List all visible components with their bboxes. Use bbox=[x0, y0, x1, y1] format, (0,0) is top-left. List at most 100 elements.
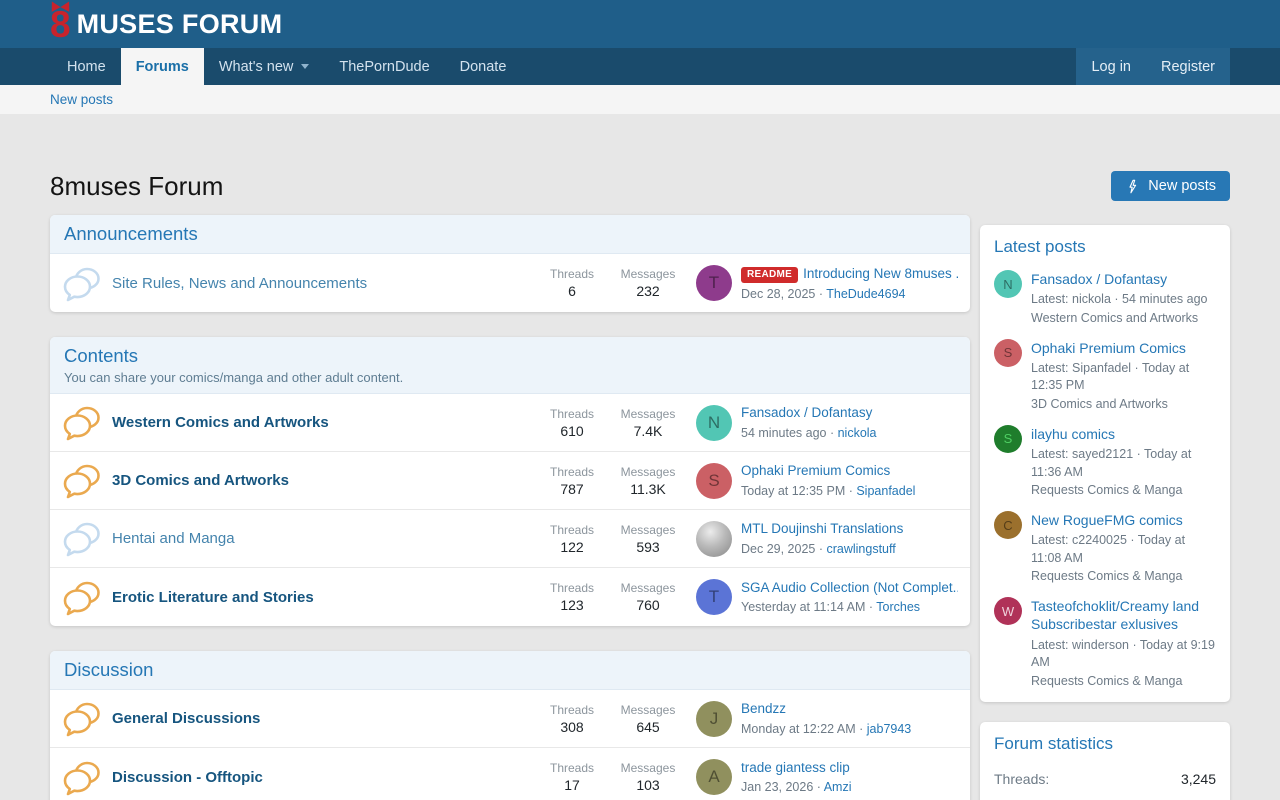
nav-item-label: ThePornDude bbox=[339, 58, 430, 75]
forum-bubbles-icon bbox=[62, 700, 102, 737]
avatar[interactable]: A bbox=[696, 759, 732, 795]
category-rows: Site Rules, News and Announcements Threa… bbox=[50, 254, 970, 312]
threads-stat: Threads 123 bbox=[536, 581, 608, 613]
main-nav: Home Forums What's new ThePornDude Donate bbox=[52, 48, 521, 85]
forum-row[interactable]: 3D Comics and Artworks Threads 787 Messa… bbox=[50, 452, 970, 510]
forum-link[interactable]: General Discussions bbox=[112, 710, 261, 727]
threads-label: Threads bbox=[549, 522, 595, 537]
category-header: Contents You can share your comics/manga… bbox=[50, 337, 970, 394]
subnav-new-posts-link[interactable]: New posts bbox=[50, 92, 114, 107]
messages-count: 593 bbox=[636, 538, 660, 555]
latest-post-forum[interactable]: Requests Comics & Manga bbox=[1031, 569, 1183, 584]
threads-stat: Threads 787 bbox=[536, 465, 608, 497]
messages-stat: Messages 760 bbox=[612, 581, 684, 613]
avatar[interactable]: S bbox=[994, 424, 1022, 453]
latest-post-item[interactable]: S ilayhu comics Latest: sayed2121 · Toda… bbox=[994, 424, 1216, 498]
avatar[interactable]: N bbox=[994, 270, 1022, 298]
forum-link[interactable]: Discussion - Offtopic bbox=[112, 768, 263, 786]
category-title[interactable]: Discussion bbox=[64, 659, 154, 680]
latest-post-forum[interactable]: Western Comics and Artworks bbox=[1031, 310, 1199, 325]
threads-count: 6 bbox=[568, 283, 576, 299]
latest-post-item[interactable]: C New RogueFMG comics Latest: c2240025 ·… bbox=[994, 511, 1216, 583]
latest-post-title-link[interactable]: ilayhu comics bbox=[1031, 425, 1116, 442]
nav-item[interactable]: Forums bbox=[120, 48, 204, 85]
latest-thread-link[interactable]: trade giantess clip bbox=[741, 759, 850, 775]
avatar[interactable]: S bbox=[696, 462, 732, 499]
nav-item[interactable]: What's new bbox=[204, 48, 325, 85]
latest-post-item[interactable]: W Tasteofchoklit/Creamy land Subscribest… bbox=[994, 597, 1216, 688]
latest-post-title-link[interactable]: New RogueFMG comics bbox=[1031, 512, 1183, 529]
forum-link[interactable]: Hentai and Manga bbox=[112, 530, 235, 547]
latest-post-item[interactable]: S Ophaki Premium Comics Latest: Sipanfad… bbox=[994, 338, 1216, 411]
auth-link[interactable]: Register bbox=[1146, 48, 1230, 85]
avatar[interactable]: T bbox=[696, 265, 732, 301]
avatar[interactable]: S bbox=[994, 338, 1022, 367]
latest-post-user-link[interactable]: Amzi bbox=[823, 780, 852, 795]
category-block: Contents You can share your comics/manga… bbox=[50, 337, 970, 626]
latest-post-user-link[interactable]: Sipanfadel bbox=[856, 483, 916, 498]
forum-link[interactable]: 3D Comics and Artworks bbox=[112, 472, 289, 489]
nav-item-label: Donate bbox=[459, 58, 507, 75]
nav-item[interactable]: Home bbox=[52, 48, 121, 85]
category-rows: Western Comics and Artworks Threads 610 … bbox=[50, 394, 970, 626]
messages-count: 103 bbox=[636, 777, 660, 793]
avatar[interactable]: C bbox=[994, 511, 1022, 540]
messages-count: 7.4K bbox=[633, 422, 663, 439]
new-posts-button[interactable]: New posts bbox=[1111, 171, 1230, 201]
latest-post-user-link[interactable]: nickola bbox=[837, 425, 877, 440]
latest-post-forum[interactable]: Requests Comics & Manga bbox=[1031, 483, 1183, 498]
latest-post-cell: J Bendzz Monday at 12:22 AM · jab7943 bbox=[696, 700, 958, 737]
latest-post-user-link[interactable]: crawlingstuff bbox=[826, 541, 896, 556]
header-top-bar: 8 MUSES FORUM bbox=[0, 0, 1280, 48]
latest-thread-link[interactable]: Introducing New 8muses ... bbox=[803, 265, 958, 281]
latest-thread-link[interactable]: SGA Audio Collection (Not Complet... bbox=[741, 579, 958, 595]
forum-row[interactable]: Site Rules, News and Announcements Threa… bbox=[50, 254, 970, 312]
auth-link[interactable]: Log in bbox=[1076, 48, 1146, 85]
nav-item[interactable]: ThePornDude bbox=[324, 48, 444, 85]
forum-row[interactable]: Erotic Literature and Stories Threads 12… bbox=[50, 568, 970, 626]
forum-bubbles-icon bbox=[62, 579, 102, 616]
latest-thread-link[interactable]: Ophaki Premium Comics bbox=[741, 463, 891, 479]
latest-post-forum[interactable]: 3D Comics and Artworks bbox=[1031, 396, 1168, 411]
avatar[interactable] bbox=[696, 520, 732, 557]
nav-item[interactable]: Donate bbox=[445, 48, 522, 85]
forum-row[interactable]: Discussion - Offtopic Threads 17 Message… bbox=[50, 748, 970, 800]
threads-count: 308 bbox=[560, 718, 584, 735]
latest-thread-link[interactable]: MTL Doujinshi Translations bbox=[741, 521, 904, 537]
latest-thread-link[interactable]: Bendzz bbox=[741, 701, 787, 717]
latest-post-cell: MTL Doujinshi Translations Dec 29, 2025 … bbox=[696, 520, 958, 557]
category-rows: General Discussions Threads 308 Messages… bbox=[50, 690, 970, 800]
latest-thread-link[interactable]: Fansadox / Dofantasy bbox=[741, 405, 873, 421]
latest-post-title-link[interactable]: Ophaki Premium Comics bbox=[1031, 339, 1186, 356]
latest-post-title-link[interactable]: Fansadox / Dofantasy bbox=[1031, 271, 1168, 287]
forum-bubbles-icon bbox=[62, 404, 102, 441]
avatar[interactable]: W bbox=[994, 597, 1022, 626]
latest-post-user-link[interactable]: TheDude4694 bbox=[826, 286, 906, 301]
latest-post-user-link[interactable]: jab7943 bbox=[866, 721, 912, 736]
latest-post-forum[interactable]: Requests Comics & Manga bbox=[1031, 673, 1183, 688]
avatar[interactable]: N bbox=[696, 404, 732, 441]
category-title[interactable]: Contents bbox=[64, 345, 139, 366]
site-logo[interactable]: 8 MUSES FORUM bbox=[47, 0, 282, 43]
forum-link[interactable]: Site Rules, News and Announcements bbox=[112, 274, 368, 292]
forum-row[interactable]: Western Comics and Artworks Threads 610 … bbox=[50, 394, 970, 452]
latest-posts-title[interactable]: Latest posts bbox=[994, 237, 1086, 256]
category-title[interactable]: Announcements bbox=[64, 223, 198, 244]
threads-stat: Threads 122 bbox=[536, 523, 608, 555]
content-area: 8muses Forum New posts Announcements Sit… bbox=[50, 170, 1230, 800]
messages-label: Messages bbox=[620, 702, 676, 717]
latest-post-user-link[interactable]: Torches bbox=[876, 600, 921, 615]
forum-link[interactable]: Erotic Literature and Stories bbox=[112, 588, 314, 606]
latest-post-title-link[interactable]: Tasteofchoklit/Creamy land Subscribestar… bbox=[1031, 598, 1200, 633]
messages-label: Messages bbox=[620, 581, 676, 595]
latest-post-item[interactable]: N Fansadox / Dofantasy Latest: nickola ·… bbox=[994, 270, 1216, 325]
forum-link[interactable]: Western Comics and Artworks bbox=[112, 414, 329, 431]
forum-row[interactable]: Hentai and Manga Threads 122 Messages 59… bbox=[50, 510, 970, 568]
latest-post-cell: T SGA Audio Collection (Not Complet... Y… bbox=[696, 579, 958, 615]
latest-post-meta: Latest: sayed2121 · Today at 11:36 AM bbox=[1031, 447, 1192, 479]
messages-label: Messages bbox=[620, 522, 676, 537]
avatar[interactable]: J bbox=[696, 700, 732, 737]
avatar[interactable]: T bbox=[696, 579, 732, 615]
forum-row[interactable]: General Discussions Threads 308 Messages… bbox=[50, 690, 970, 748]
site-header: 8 MUSES FORUM Home Forums What's new ThePor… bbox=[0, 0, 1280, 114]
